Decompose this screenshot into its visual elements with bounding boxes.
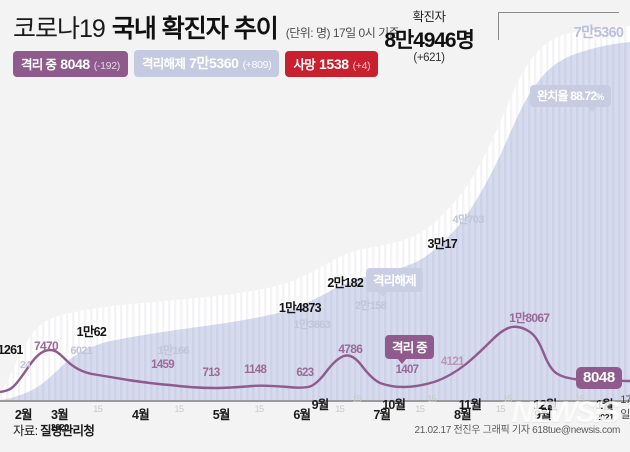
- label-released-24: 24: [20, 359, 31, 371]
- xtick-5: 5월: [212, 408, 231, 422]
- chart-svg: [0, 26, 630, 400]
- series-tag-isolating: 격리 중: [385, 335, 434, 364]
- label-released-75360: 7만5360: [573, 25, 624, 41]
- title-unit-note: (단위: 명) 17일 0시 기준: [285, 26, 400, 40]
- xtick-7: 6월: [293, 408, 311, 422]
- badge-value: 8048: [60, 55, 90, 72]
- total-value: 8만4946명: [384, 29, 474, 52]
- series-area-released: [0, 42, 630, 400]
- total-label: 확진자: [412, 10, 446, 24]
- series-line-isolating: [0, 325, 630, 394]
- label-isolating-1407: 1407: [395, 364, 419, 376]
- label-confirmed-14873: 1만4873: [278, 301, 322, 315]
- label-isolating-623: 623: [296, 367, 314, 379]
- label-isolating-7470: 7470: [34, 339, 59, 353]
- label-isolating-4786: 4786: [338, 342, 363, 356]
- xtick-9: 7월: [373, 408, 391, 422]
- page-title: 코로나19 국내 확진자 추이 (단위: 명) 17일 0시 기준: [13, 9, 400, 45]
- label-isolating-1148: 1148: [244, 364, 267, 376]
- source-prefix: 자료:: [13, 424, 41, 438]
- total-delta: (+621): [413, 52, 445, 64]
- label-isolating-1459: 1459: [151, 359, 174, 371]
- xtick-9: 17일: [620, 394, 630, 421]
- series-tag-released: 격리해제: [366, 268, 423, 297]
- xtick-6: 15: [254, 404, 264, 415]
- credit-line: 21.02.17 전진우 그래픽 기자 618tue@newsis.com: [414, 425, 620, 436]
- label-isolating-713: 713: [202, 367, 221, 379]
- xtick-11: 8월: [453, 408, 472, 422]
- xtick-2: 10월: [382, 398, 406, 412]
- end-value-badge: 8048: [576, 367, 622, 389]
- xtick-1: 15: [352, 394, 362, 405]
- source-note: 자료: 질병관리청: [13, 420, 95, 439]
- label-released-10166: 1만166: [157, 345, 190, 357]
- label-released-20158: 2만158: [354, 300, 387, 312]
- xtick-0: 9월: [311, 398, 330, 412]
- label-released-13863: 1만3863: [293, 319, 331, 331]
- x-axis-line: [0, 400, 630, 402]
- status-badge-released: 격리해제 7만5360 (+809): [133, 50, 280, 77]
- xtick-2: 15: [93, 404, 103, 415]
- xtick-0: 2월: [14, 408, 33, 422]
- label-released-6021: 6021: [70, 345, 93, 357]
- status-badge-deaths: 사망 1538 (+4): [285, 50, 379, 77]
- xtick-4: 15: [174, 404, 184, 415]
- badge-value: 1538: [319, 55, 349, 72]
- title-plain: 코로나19: [13, 15, 106, 43]
- badge-delta: (-192): [93, 59, 121, 72]
- xtick-10: 15: [415, 404, 425, 415]
- xtick-year: 2020: [50, 422, 69, 432]
- label-confirmed-1261: 1261: [0, 343, 23, 357]
- xtick-13: 9월: [533, 408, 552, 422]
- xtick-5: 15: [502, 394, 513, 405]
- xtick-3: 15: [427, 394, 437, 405]
- label-confirmed-30017: 3만17: [427, 237, 458, 251]
- label-isolating-4121: 4121: [440, 356, 464, 368]
- label-confirmed-10062: 1만62: [76, 325, 107, 339]
- badge-delta: (+4): [352, 59, 371, 72]
- xtick-year: 2021: [595, 412, 614, 422]
- label-confirmed-20182: 2만182: [327, 276, 364, 290]
- total-confirmed: 확진자 8만4946명 (+621): [354, 6, 504, 64]
- chart-area: 1261 1만62 1만4873 2만182 3만17 7만5360 24 60…: [0, 10, 630, 432]
- xtick-8: 1월 2021: [595, 398, 614, 422]
- cure-rate-badge: 완치율 88.72%: [530, 85, 611, 112]
- xtick-4: 11월: [458, 398, 482, 412]
- badge-value: 7만5360: [189, 55, 239, 71]
- xtick-12: 15: [495, 404, 506, 415]
- x-axis-labels-right: 9월 15 10월 15 11월 15 12월 15 1월 2021 17일: [0, 394, 630, 422]
- xtick-1: 3월 2020: [50, 408, 69, 432]
- header: 코로나19 국내 확진자 추이 (단위: 명) 17일 0시 기준 격리 중 8…: [0, 0, 630, 78]
- badge-label: 사망: [293, 57, 316, 72]
- title-bold: 국내 확진자 추이: [111, 15, 279, 43]
- xtick-6: 12월: [533, 398, 557, 412]
- label-released-40703: 4만703: [452, 214, 485, 226]
- badge-label: 격리 중: [21, 57, 57, 72]
- summary-badges: 격리 중 8048 (-192) 격리해제 7만5360 (+809) 사망 1…: [13, 50, 379, 77]
- xtick-8: 15: [335, 404, 345, 415]
- badge-label: 격리해제: [141, 57, 186, 71]
- x-axis-labels: 2월 3월 2020 15 4월 15 5월 15 6월 15 7월 15 8월 15 9월: [0, 404, 630, 432]
- status-badge-isolating: 격리 중 8048 (-192): [13, 50, 128, 77]
- badge-delta: (+809): [242, 59, 272, 71]
- source-name: 질병관리청: [40, 424, 95, 438]
- total-bracket: [498, 12, 619, 40]
- xtick-3: 4월: [132, 408, 150, 422]
- label-isolating-18067: 1만8067: [509, 311, 550, 325]
- xtick-7: 15: [575, 394, 585, 405]
